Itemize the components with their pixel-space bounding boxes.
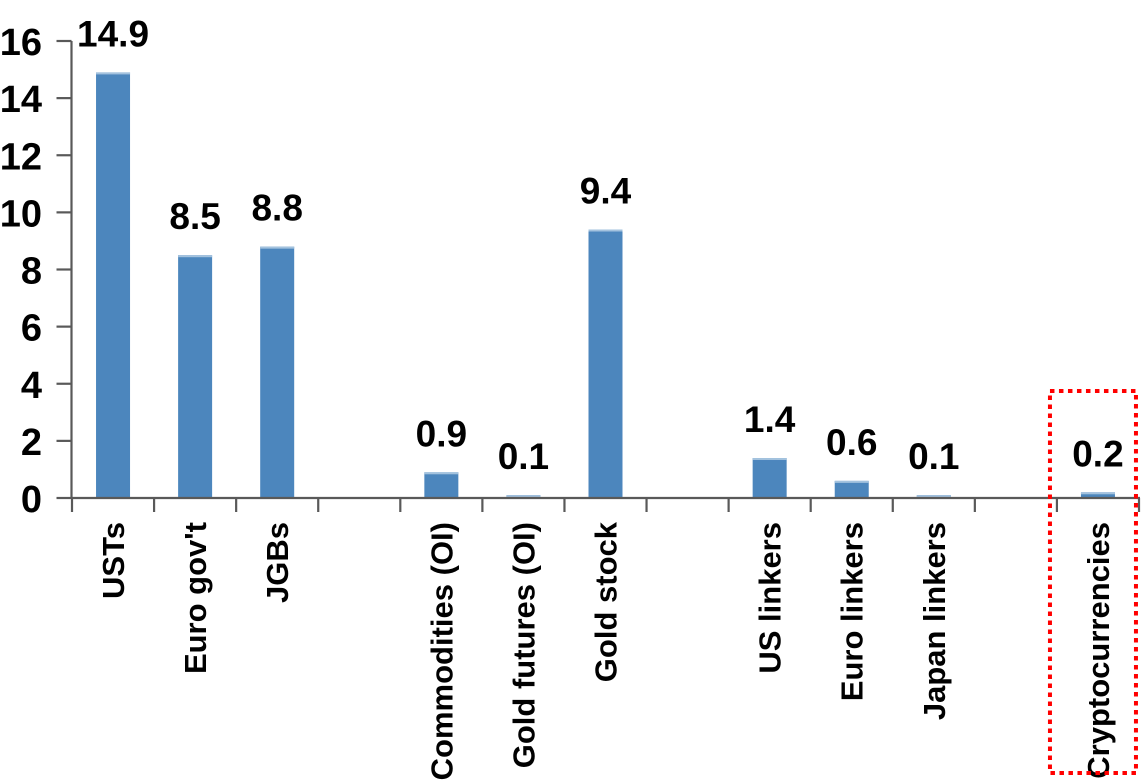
labels-layer: 14.9 USTs 8.5 Euro gov't 8.8 JGBs 0.9 Commoditi… bbox=[0, 13, 1124, 780]
bar-top-edge bbox=[506, 495, 541, 498]
category-label: Euro linkers bbox=[835, 522, 870, 701]
bars-layer bbox=[96, 72, 1115, 498]
bar-value-label: 0.9 bbox=[416, 413, 467, 454]
bar-top-edge bbox=[752, 458, 787, 461]
bar-top-edge bbox=[588, 229, 623, 232]
category-label: JGBs bbox=[260, 522, 295, 603]
bar-top-edge bbox=[834, 480, 869, 483]
y-tick-label: 6 bbox=[21, 308, 42, 350]
bar bbox=[834, 480, 869, 498]
bar-top-edge bbox=[260, 246, 295, 249]
bar-top-edge bbox=[1080, 492, 1115, 495]
bar bbox=[588, 229, 623, 498]
category-label: Euro gov't bbox=[178, 522, 213, 674]
bar-value-label: 1.4 bbox=[744, 399, 796, 440]
bar bbox=[96, 72, 131, 498]
y-tick-label: 10 bbox=[0, 193, 42, 235]
bar-value-label: 0.1 bbox=[498, 436, 549, 477]
y-tick-label: 14 bbox=[0, 79, 42, 121]
category-label: Cryptocurrencies bbox=[1081, 522, 1116, 779]
axes-layer bbox=[56, 39, 1141, 512]
y-tick-label: 4 bbox=[21, 365, 42, 407]
bar bbox=[178, 255, 213, 498]
y-tick-label: 2 bbox=[21, 422, 42, 464]
bar-top-edge bbox=[178, 255, 213, 258]
category-label: Gold stock bbox=[589, 521, 624, 682]
y-tick-label: 0 bbox=[21, 479, 42, 521]
category-label: USTs bbox=[96, 522, 131, 599]
bar bbox=[424, 472, 459, 498]
bar-value-label: 9.4 bbox=[580, 171, 632, 212]
bar-value-label: 0.1 bbox=[908, 436, 959, 477]
bar-value-label: 8.8 bbox=[251, 188, 302, 229]
bar-value-label: 8.5 bbox=[169, 196, 220, 237]
bar-value-label: 0.2 bbox=[1072, 433, 1123, 474]
y-tick-label: 16 bbox=[0, 22, 42, 64]
category-label: US linkers bbox=[753, 522, 788, 674]
bar-value-label: 0.6 bbox=[826, 422, 877, 463]
category-label: Japan linkers bbox=[917, 522, 952, 720]
category-label: Commodities (OI) bbox=[424, 522, 459, 780]
category-label: Gold futures (OI) bbox=[506, 522, 541, 768]
bar-top-edge bbox=[96, 72, 131, 75]
bar-top-edge bbox=[424, 472, 459, 475]
bar bbox=[260, 246, 295, 498]
bar-value-label: 14.9 bbox=[77, 13, 149, 54]
bar bbox=[1080, 492, 1115, 498]
bar bbox=[752, 458, 787, 498]
y-tick-label: 12 bbox=[0, 136, 42, 178]
bar-top-edge bbox=[916, 495, 951, 498]
y-tick-label: 8 bbox=[21, 251, 42, 293]
